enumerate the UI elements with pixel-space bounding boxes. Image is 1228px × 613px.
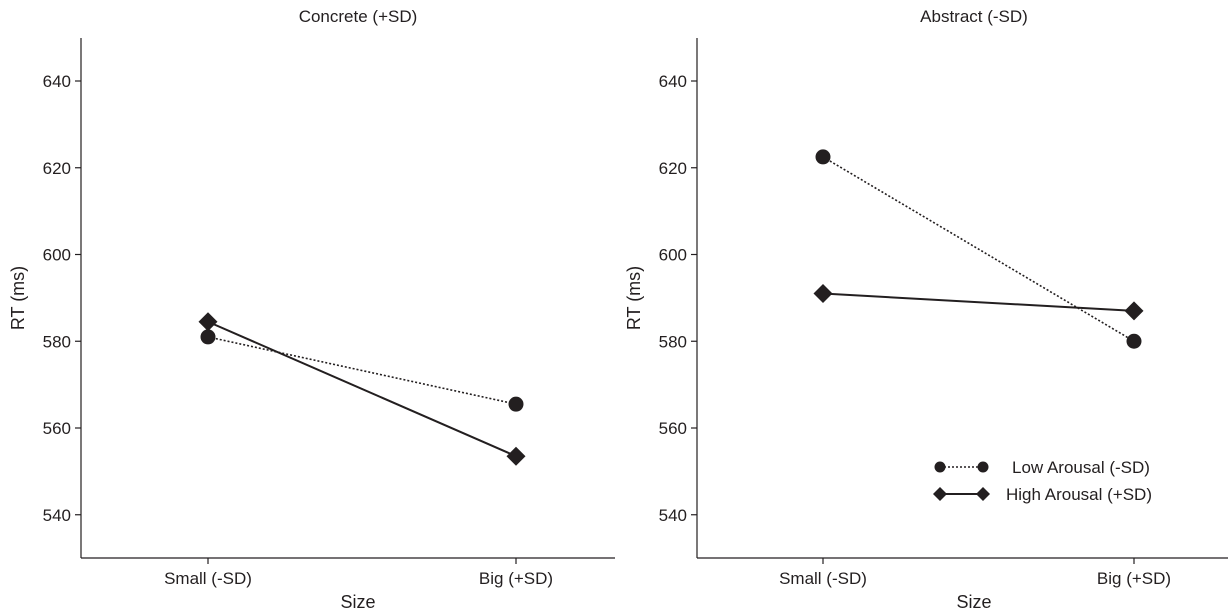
y-ticks: 540 560 580 600 620 640	[43, 72, 81, 525]
y-tick-label: 640	[659, 72, 687, 91]
series-line-high-arousal	[207, 320, 517, 458]
y-tick-label: 540	[43, 506, 71, 525]
y-tick-label: 540	[659, 506, 687, 525]
x-tick-label: Big (+SD)	[1097, 569, 1171, 588]
data-point-diamond	[813, 284, 833, 304]
y-tick-label: 600	[43, 246, 71, 265]
series-group	[198, 312, 526, 466]
y-tick-label: 620	[659, 159, 687, 178]
x-ticks: Small (-SD) Big (+SD)	[164, 558, 553, 588]
y-tick-label: 580	[43, 332, 71, 351]
legend-entry-high-arousal: High Arousal (+SD)	[933, 485, 1152, 504]
x-ticks: Small (-SD) Big (+SD)	[779, 558, 1171, 588]
data-point-circle	[1126, 333, 1142, 349]
x-axis-title: Size	[340, 592, 375, 612]
data-point-diamond	[1124, 301, 1144, 321]
series-line-low-arousal	[822, 156, 1135, 342]
y-tick-label: 640	[43, 72, 71, 91]
y-tick-label: 600	[659, 246, 687, 265]
y-tick-label: 560	[659, 419, 687, 438]
legend-diamond-marker	[976, 487, 990, 501]
legend-entry-low-arousal: Low Arousal (-SD)	[934, 458, 1150, 477]
y-tick-label: 620	[43, 159, 71, 178]
data-point-circle	[815, 149, 831, 165]
legend-diamond-marker	[933, 487, 947, 501]
data-point-diamond	[506, 446, 526, 466]
panel-title: Abstract (-SD)	[920, 7, 1028, 26]
legend-label: Low Arousal (-SD)	[1012, 458, 1150, 477]
series-line-high-arousal	[822, 292, 1135, 312]
y-ticks: 540 560 580 600 620 640	[659, 72, 697, 525]
panel-abstract: Abstract (-SD) 540 560 580 600 620 640 Small …	[624, 7, 1228, 612]
data-point-circle	[200, 329, 216, 345]
x-tick-label: Big (+SD)	[479, 569, 553, 588]
x-tick-label: Small (-SD)	[779, 569, 867, 588]
series-line-low-arousal	[207, 336, 517, 405]
x-tick-label: Small (-SD)	[164, 569, 252, 588]
legend-circle-marker	[977, 461, 989, 473]
x-axis-title: Size	[956, 592, 991, 612]
data-point-circle	[508, 396, 524, 412]
series-group	[813, 149, 1144, 349]
y-tick-label: 560	[43, 419, 71, 438]
y-axis-title: RT (ms)	[8, 266, 28, 330]
panel-concrete: Concrete (+SD) 540 560 580 600 620 640 Small …	[8, 7, 615, 612]
legend-circle-marker	[934, 461, 946, 473]
data-point-diamond	[198, 312, 218, 332]
panel-title: Concrete (+SD)	[299, 7, 418, 26]
y-tick-label: 580	[659, 332, 687, 351]
legend: Low Arousal (-SD) High Arousal (+SD)	[933, 458, 1152, 504]
legend-label: High Arousal (+SD)	[1006, 485, 1152, 504]
y-axis-title: RT (ms)	[624, 266, 644, 330]
